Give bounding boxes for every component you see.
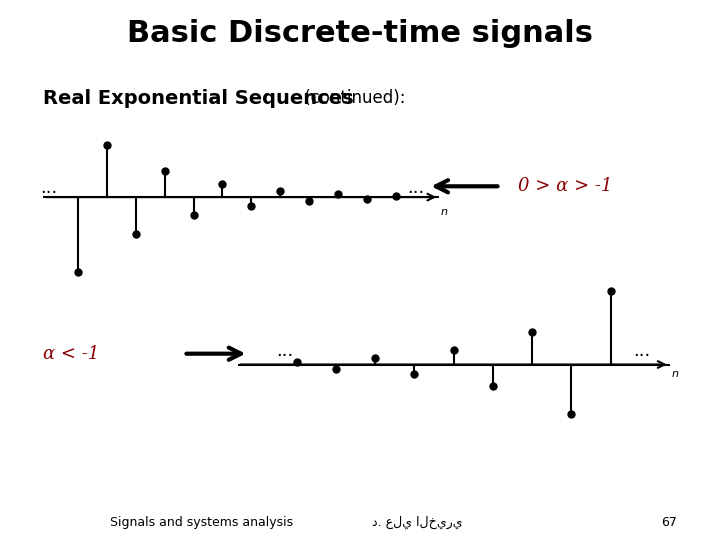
Text: Real Exponential Sequences: Real Exponential Sequences xyxy=(43,89,354,108)
Text: ...: ... xyxy=(276,342,293,361)
Text: 67: 67 xyxy=(661,516,677,529)
Text: 0 > α > -1: 0 > α > -1 xyxy=(518,177,613,195)
Text: د. علي الخيري: د. علي الخيري xyxy=(372,516,463,529)
Text: Signals and systems analysis: Signals and systems analysis xyxy=(110,516,293,529)
Text: (continued):: (continued): xyxy=(299,89,405,107)
Text: ...: ... xyxy=(634,342,651,361)
Text: Basic Discrete-time signals: Basic Discrete-time signals xyxy=(127,19,593,48)
Text: α < -1: α < -1 xyxy=(43,345,99,363)
Text: ...: ... xyxy=(40,179,58,197)
Text: ...: ... xyxy=(408,179,425,197)
Text: n: n xyxy=(672,368,678,379)
Text: n: n xyxy=(441,207,448,218)
